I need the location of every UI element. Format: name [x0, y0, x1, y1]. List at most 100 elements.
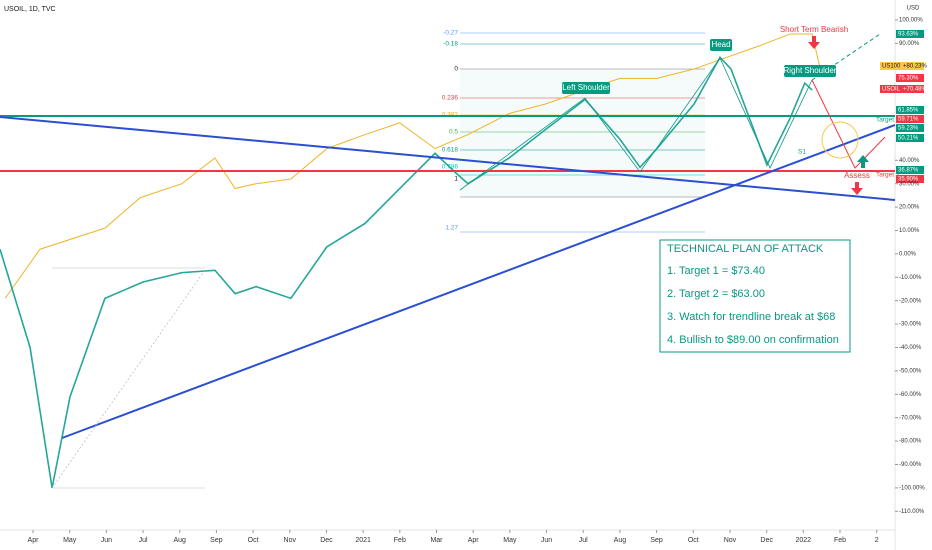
label-box — [784, 65, 836, 77]
fib-label: 0.236 — [442, 95, 459, 102]
price-badges: 93.63% US100 +80.23% 75.30% USOIL +70.48… — [880, 30, 928, 183]
fib-label: 0.5 — [449, 129, 458, 136]
annotations: Short Term Bearish Head Left Shoulder Ri… — [562, 25, 900, 180]
trendline — [0, 116, 896, 201]
x-tick-label: Apr — [28, 537, 40, 544]
badge-bg — [896, 175, 924, 183]
chart-title: USOIL, 1D, TVC — [4, 6, 56, 13]
plan-item: 2. Target 2 = $63.00 — [667, 288, 765, 300]
arrow-down — [851, 182, 863, 195]
plot-area — [0, 33, 821, 489]
badge: +80.23% — [903, 64, 928, 70]
x-tick-label: Oct — [248, 537, 259, 544]
y-tick-label: -20.00% — [899, 298, 922, 304]
x-tick-label: Nov — [724, 537, 737, 544]
y-tick-label: 40.00% — [899, 158, 920, 164]
badge-bg — [880, 85, 924, 93]
y-tick-label: -60.00% — [899, 392, 922, 398]
badge: +70.48% — [903, 87, 928, 93]
label-box — [710, 39, 732, 51]
y-tick-label: -50.00% — [899, 368, 922, 374]
plan-title: TECHNICAL PLAN OF ATTACK — [667, 243, 824, 255]
badge-bg — [896, 30, 924, 38]
x-tick-label: 2021 — [355, 537, 371, 544]
x-tick-label: Jul — [139, 537, 148, 544]
legend-entry: USOIL — [882, 87, 901, 93]
series-line — [4, 33, 821, 299]
y-tick-label: -90.00% — [899, 462, 922, 468]
x-tick-label: Feb — [394, 537, 406, 544]
annotation: Target 1 — [876, 117, 900, 124]
x-tick-label: 2022 — [796, 537, 812, 544]
x-tick-label: Apr — [468, 537, 480, 544]
badge: 50.21% — [898, 136, 919, 142]
x-tick-label: Dec — [760, 537, 773, 544]
x-tick-label: May — [503, 537, 517, 544]
x-tick-label: Aug — [173, 537, 186, 544]
x-tick-label: Sep — [650, 537, 663, 544]
annotation: Short Term Bearish — [780, 25, 848, 34]
y-tick-label: 100.00% — [899, 17, 923, 23]
path-projection — [811, 79, 886, 169]
y-tick-label: -30.00% — [899, 322, 922, 328]
x-tick-label: Mar — [430, 537, 443, 544]
badge-bg — [880, 62, 924, 70]
fib-label: 0 — [454, 66, 458, 73]
fib-label: 0.618 — [442, 147, 459, 154]
fib-label: -0.27 — [443, 30, 458, 37]
x-tick-label: Dec — [320, 537, 333, 544]
legend-entry: US100 — [882, 64, 901, 70]
fib-label: 1 — [454, 176, 458, 183]
y-tick-label: -110.00% — [899, 509, 925, 515]
trendline — [61, 124, 896, 439]
badge: 75.30% — [898, 76, 919, 82]
annotation: S1 — [798, 149, 806, 156]
badge: 35.90% — [898, 177, 919, 183]
currency: USD — [907, 6, 920, 12]
y-tick-label: -70.00% — [899, 415, 922, 421]
y-tick-label: 20.00% — [899, 205, 920, 211]
annotation: Assess — [844, 171, 870, 180]
x-tick-label: May — [63, 537, 77, 544]
annotation: Target 2 — [876, 172, 900, 179]
badge: 59.23% — [898, 126, 919, 132]
badge-bg — [896, 124, 924, 132]
y-tick-label: -100.00% — [899, 485, 925, 491]
badge-bg — [896, 134, 924, 142]
plan-box: TECHNICAL PLAN OF ATTACK 1. Target 1 = $… — [659, 239, 851, 353]
series-line — [0, 56, 813, 489]
y-tick-label: -80.00% — [899, 439, 922, 445]
y-tick-label: 10.00% — [899, 228, 920, 234]
badge-bg — [896, 166, 924, 174]
watch-circle — [821, 121, 859, 159]
plan-item: 1. Target 1 = $73.40 — [667, 265, 765, 277]
annotation: Head — [711, 40, 730, 49]
annotation: Right Shoulder — [784, 66, 837, 75]
y-tick-label: 0.00% — [899, 251, 917, 257]
y-tick-label: -40.00% — [899, 345, 922, 351]
badge: 59.71% — [898, 117, 919, 123]
drawings — [0, 33, 896, 489]
fib-label: 1.27 — [445, 225, 458, 232]
x-tick-label: Sep — [210, 537, 223, 544]
head-shoulders — [459, 57, 813, 191]
measure-line — [51, 269, 206, 489]
y-tick-label: -10.00% — [899, 275, 922, 281]
badge: 61.85% — [898, 108, 919, 114]
x-tick-label: Oct — [688, 537, 699, 544]
annotation: Left Shoulder — [562, 83, 610, 92]
badge: 36.87% — [898, 168, 919, 174]
badge-bg — [896, 115, 924, 123]
badge-bg — [896, 74, 924, 82]
x-tick-label: Jun — [541, 537, 552, 544]
arrow-down — [808, 36, 820, 49]
x-tick-label: 2 — [875, 537, 879, 544]
x-tick-label: Jun — [101, 537, 112, 544]
arrow-up — [857, 155, 869, 168]
x-tick-label: Feb — [834, 537, 846, 544]
plan-item: 4. Bullish to $89.00 on confirmation — [667, 334, 839, 346]
x-tick-label: Nov — [284, 537, 297, 544]
badge: 93.63% — [898, 32, 919, 38]
plan-item: 3. Watch for trendline break at $68 — [667, 311, 835, 323]
